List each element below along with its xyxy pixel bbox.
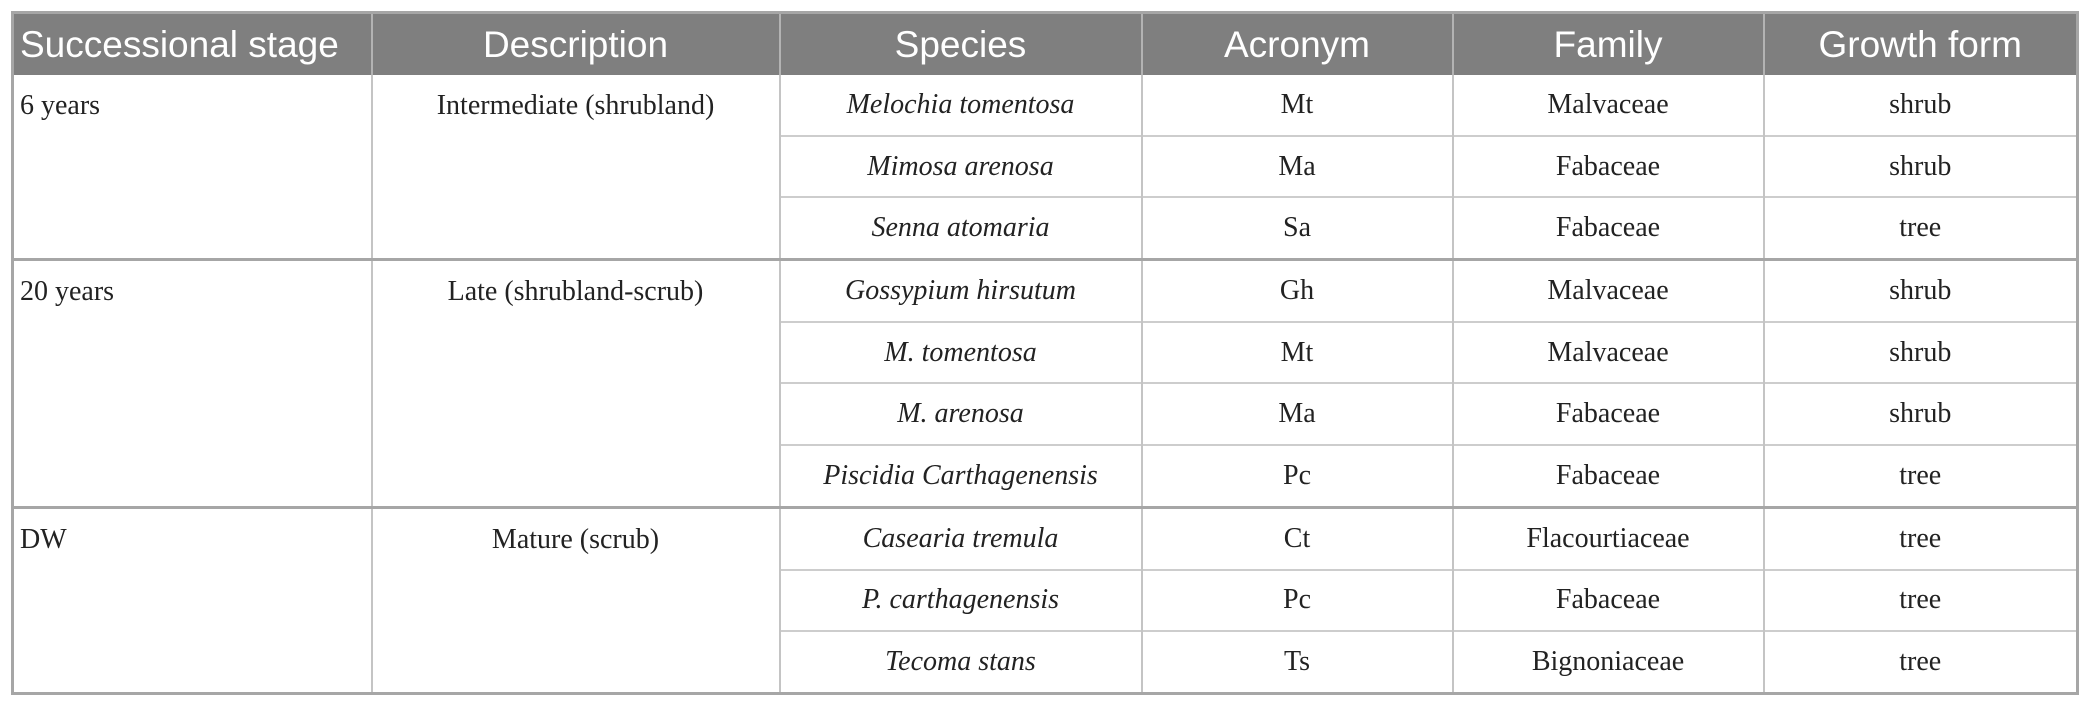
acronym-cell: Ma: [1140, 134, 1453, 198]
species-cell: M. arenosa: [778, 382, 1142, 446]
growth-form-cell: shrub: [1762, 75, 2078, 136]
species-cell: Piscidia Carthagenensis: [778, 444, 1142, 508]
family-cell: Fabaceae: [1451, 382, 1764, 446]
acronym-cell: Pc: [1140, 444, 1453, 508]
growth-form-cell: shrub: [1762, 134, 2078, 198]
table-row: Senna atomaria Sa Fabaceae tree: [13, 196, 2078, 260]
species-cell: Casearia tremula: [778, 505, 1142, 570]
header-acronym: Acronym: [1140, 12, 1453, 75]
growth-form-cell: tree: [1762, 196, 2078, 260]
species-cell: Tecoma stans: [778, 630, 1142, 694]
family-cell: Bignoniaceae: [1451, 630, 1764, 694]
species-cell: P. carthagenensis: [778, 568, 1142, 632]
family-cell: Malvaceae: [1451, 75, 1764, 136]
header-description: Description: [370, 12, 780, 75]
acronym-cell: Ts: [1140, 630, 1453, 694]
header-species: Species: [778, 12, 1142, 75]
species-cell: Senna atomaria: [778, 196, 1142, 260]
growth-form-cell: shrub: [1762, 258, 2078, 322]
table-header: Successional stage Description Species A…: [12, 12, 2078, 75]
family-cell: Fabaceae: [1451, 444, 1764, 508]
growth-form-cell: tree: [1762, 444, 2078, 508]
stage-cell: 6 years: [20, 90, 101, 121]
description-cell: Intermediate (shrubland): [370, 75, 780, 260]
table-row: 6 years Intermediate (shrubland) Melochi…: [13, 75, 2078, 260]
acronym-cell: Mt: [1140, 75, 1453, 136]
species-cell: Melochia tomentosa: [778, 75, 1142, 136]
table-row: Mimosa arenosa Ma Fabaceae shrub: [13, 134, 2078, 198]
acronym-cell: Ct: [1140, 505, 1453, 570]
species-table: Successional stage Description Species A…: [11, 11, 2079, 695]
family-cell: Malvaceae: [1451, 258, 1764, 322]
table-row: M. tomentosa Mt Malvaceae shrub: [13, 320, 2078, 384]
growth-form-cell: shrub: [1762, 382, 2078, 446]
family-cell: Flacourtiaceae: [1451, 505, 1764, 570]
table-row: Tecoma stans Ts Bignoniaceae tree: [13, 630, 2078, 694]
family-cell: Fabaceae: [1451, 134, 1764, 198]
header-growth-form: Growth form: [1762, 12, 2078, 75]
table-row: Piscidia Carthagenensis Pc Fabaceae tree: [13, 444, 2078, 508]
growth-form-cell: tree: [1762, 630, 2078, 694]
table-row: M. arenosa Ma Fabaceae shrub: [13, 382, 2078, 446]
growth-form-cell: shrub: [1762, 320, 2078, 384]
table-body: 6 years Intermediate (shrubland) Melochi…: [12, 75, 2078, 694]
species-cell: M. tomentosa: [778, 320, 1142, 384]
family-cell: Malvaceae: [1451, 320, 1764, 384]
acronym-cell: Mt: [1140, 320, 1453, 384]
table-row: DW Mature (scrub) Casearia tremula Ct Fl…: [12, 505, 2078, 694]
species-cell: Mimosa arenosa: [778, 134, 1142, 198]
family-cell: Fabaceae: [1451, 568, 1764, 632]
growth-form-cell: tree: [1762, 505, 2078, 570]
family-cell: Fabaceae: [1451, 196, 1764, 260]
acronym-cell: Gh: [1140, 258, 1453, 322]
description-cell: Late (shrubland-scrub): [370, 258, 780, 508]
header-successional-stage: Successional stage: [12, 12, 372, 75]
acronym-cell: Ma: [1140, 382, 1453, 446]
stage-cell: DW: [12, 505, 372, 694]
description-cell: Mature (scrub): [370, 505, 780, 694]
acronym-cell: Sa: [1140, 196, 1453, 260]
table-row: P. carthagenensis Pc Fabaceae tree: [13, 568, 2078, 632]
table-row: 20 years Late (shrubland-scrub) Gossypiu…: [12, 258, 2078, 508]
header-row: Successional stage Description Species A…: [12, 12, 2078, 75]
growth-form-cell: tree: [1762, 568, 2078, 632]
header-family: Family: [1451, 12, 1764, 75]
species-cell: Gossypium hirsutum: [778, 258, 1142, 322]
acronym-cell: Pc: [1140, 568, 1453, 632]
stage-cell: 20 years: [12, 258, 372, 508]
